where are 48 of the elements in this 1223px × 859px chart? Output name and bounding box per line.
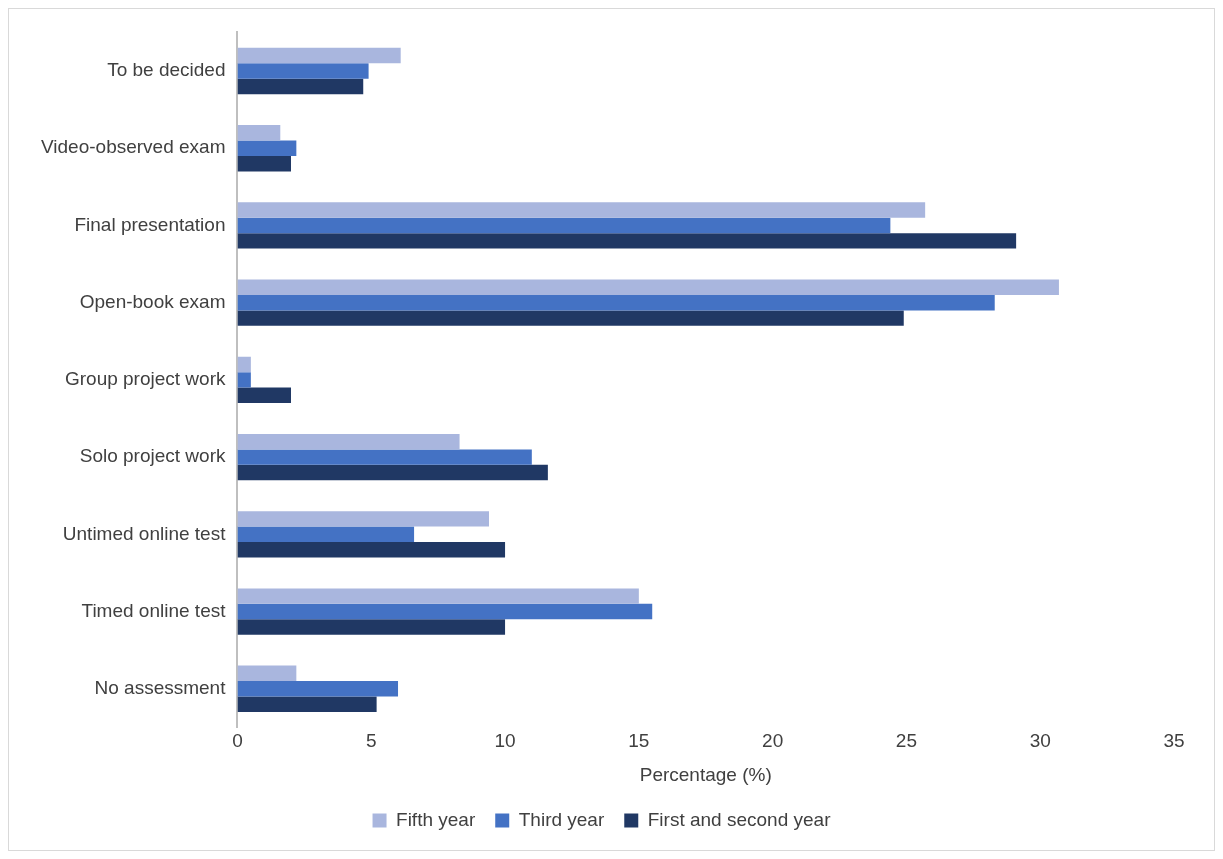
legend-label: First and second year — [647, 808, 832, 830]
x-tick-label: 0 — [232, 730, 243, 752]
bar — [237, 387, 291, 404]
bar — [237, 202, 926, 218]
x-tick-label: 35 — [1163, 730, 1185, 752]
y-tick-label: To be decided — [107, 59, 226, 81]
bar — [237, 511, 489, 527]
bar — [237, 47, 401, 64]
bar — [237, 588, 639, 604]
bar — [237, 372, 251, 388]
bar — [237, 140, 297, 156]
bar — [237, 310, 904, 326]
bar — [237, 449, 532, 465]
y-tick-label: No assessment — [94, 677, 227, 699]
x-tick-label: 5 — [365, 730, 377, 752]
bar — [237, 619, 506, 635]
x-tick-label: 10 — [494, 730, 516, 752]
bar — [237, 217, 891, 234]
x-tick-label: 25 — [895, 730, 917, 752]
y-tick-label: Untimed online test — [62, 522, 227, 544]
bar — [237, 665, 297, 682]
bar — [237, 78, 364, 95]
bar — [237, 681, 399, 697]
x-axis-title: Percentage (%) — [639, 763, 772, 785]
bar — [237, 63, 369, 79]
x-tick-label: 15 — [628, 730, 650, 752]
y-tick-label: Group project work — [64, 368, 226, 390]
bar — [237, 279, 1059, 295]
bar — [237, 356, 251, 373]
x-tick-label: 20 — [762, 730, 784, 752]
legend-label: Third year — [518, 808, 605, 830]
bar — [237, 433, 460, 450]
y-tick-label: Timed online test — [81, 599, 227, 621]
y-tick-label: Final presentation — [74, 213, 226, 235]
bar — [237, 526, 415, 543]
bar — [237, 542, 506, 558]
bar — [237, 696, 377, 712]
y-tick-label: Video-observed exam — [41, 136, 226, 158]
y-tick-label: Open-book exam — [79, 290, 226, 312]
bar — [237, 294, 995, 311]
x-tick-label: 30 — [1029, 730, 1051, 752]
bar — [237, 464, 548, 481]
bar — [237, 603, 653, 620]
y-tick-label: Solo project work — [79, 445, 226, 467]
bar — [237, 125, 281, 141]
bar — [237, 233, 1017, 249]
legend-label: Fifth year — [396, 808, 476, 830]
bar — [237, 155, 291, 172]
